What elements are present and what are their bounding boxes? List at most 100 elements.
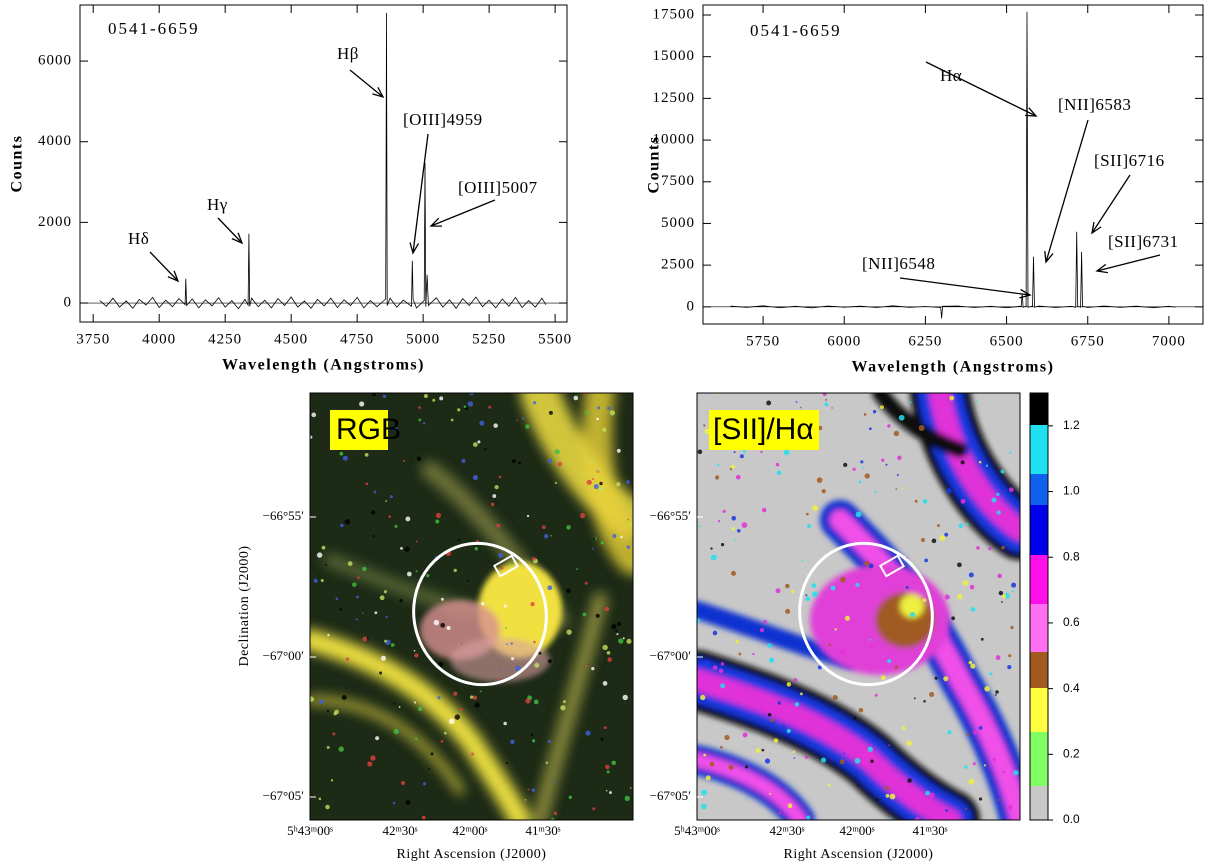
- speckle: [415, 540, 418, 543]
- speckle: [521, 417, 525, 420]
- speckle: [339, 451, 344, 456]
- speckle: [357, 576, 360, 579]
- speckle: [775, 588, 781, 594]
- speckle: [568, 795, 573, 800]
- speckle: [474, 547, 478, 551]
- speckle: [448, 718, 455, 725]
- speckle: [760, 450, 763, 454]
- speckle: [867, 746, 873, 752]
- speckle: [856, 785, 859, 787]
- speckle: [367, 761, 373, 767]
- speckle: [840, 576, 846, 583]
- speckle: [874, 693, 878, 697]
- y-tick-label: 0: [687, 298, 696, 314]
- speckle: [870, 759, 874, 763]
- speckle: [864, 560, 870, 567]
- ra-tick-label: 41ᵐ30ˢ: [912, 823, 947, 838]
- speckle: [958, 488, 961, 491]
- speckle: [786, 728, 791, 734]
- annotation-arrow: [149, 251, 179, 282]
- speckle: [777, 701, 782, 705]
- speckle: [786, 682, 792, 687]
- annotation-arrow: [430, 199, 496, 227]
- speckle: [617, 621, 622, 626]
- annotation: [SII]6716: [1094, 151, 1165, 170]
- speckle: [533, 640, 536, 644]
- speckle: [885, 794, 890, 798]
- speckle: [853, 716, 857, 720]
- speckle: [551, 817, 555, 820]
- speckle: [1002, 594, 1007, 599]
- speckle: [858, 480, 862, 484]
- speckle: [855, 582, 860, 587]
- speckle: [372, 535, 375, 538]
- annotation: 0541-6659: [108, 19, 200, 38]
- annotation-arrow: [1096, 254, 1161, 272]
- arrow-head: [1024, 107, 1038, 117]
- speckle: [484, 448, 487, 451]
- speckle: [759, 627, 765, 633]
- speckle: [602, 427, 607, 432]
- speckle: [389, 495, 393, 499]
- speckle: [325, 804, 330, 810]
- speckle: [864, 473, 870, 479]
- speckle: [755, 748, 761, 753]
- speckle: [929, 691, 935, 698]
- speckle: [718, 668, 724, 674]
- speckle: [510, 642, 513, 645]
- speckle: [616, 482, 621, 487]
- speckle: [446, 625, 451, 631]
- speckle: [421, 815, 426, 820]
- speckle: [804, 755, 809, 759]
- speckle: [739, 454, 744, 459]
- speckle: [380, 655, 386, 661]
- speckle: [479, 690, 482, 693]
- x-tick-label: 5750: [746, 333, 780, 349]
- annotation: Hδ: [128, 229, 149, 248]
- speckle: [831, 407, 833, 409]
- speckle: [994, 694, 997, 696]
- speckle: [394, 524, 398, 528]
- speckle: [792, 750, 796, 754]
- y-axis-label: Counts: [646, 136, 663, 194]
- speckle: [508, 806, 511, 809]
- speckle: [612, 534, 617, 539]
- speckle: [467, 401, 474, 407]
- speckle: [717, 520, 721, 523]
- speckle: [881, 458, 885, 462]
- speckle: [703, 424, 706, 427]
- x-tick-label: 4000: [142, 331, 176, 347]
- speckle: [742, 732, 748, 738]
- speckle: [498, 678, 501, 680]
- speckle: [530, 733, 533, 736]
- dec-tick-label: −67°05′: [650, 788, 692, 803]
- speckle: [947, 730, 952, 735]
- speckle: [770, 718, 775, 723]
- speckle: [914, 816, 921, 820]
- speckle: [782, 724, 785, 728]
- speckle: [553, 811, 558, 815]
- speckle: [956, 593, 963, 600]
- speckle: [438, 661, 444, 667]
- speckle: [976, 546, 980, 550]
- annotation-arrow: [1091, 174, 1131, 234]
- speckle: [964, 765, 968, 769]
- speckle: [371, 510, 376, 515]
- speckle: [318, 797, 322, 801]
- speckle: [517, 461, 521, 465]
- dec-axis-label: Declination (J2000): [237, 545, 252, 666]
- speckle: [545, 761, 549, 765]
- speckle: [538, 651, 542, 655]
- speckle: [827, 783, 831, 787]
- speckle: [872, 409, 877, 414]
- speckle: [379, 671, 383, 675]
- annotation: Hβ: [337, 44, 359, 63]
- ra-tick-label: 5ʰ43ᵐ00ˢ: [287, 823, 333, 838]
- speckle: [342, 455, 348, 461]
- speckle: [403, 460, 406, 463]
- speckle: [712, 665, 718, 671]
- speckle: [964, 450, 968, 454]
- x-tick-label: 7000: [1152, 333, 1186, 349]
- speckle: [834, 628, 837, 631]
- speckle: [533, 401, 537, 405]
